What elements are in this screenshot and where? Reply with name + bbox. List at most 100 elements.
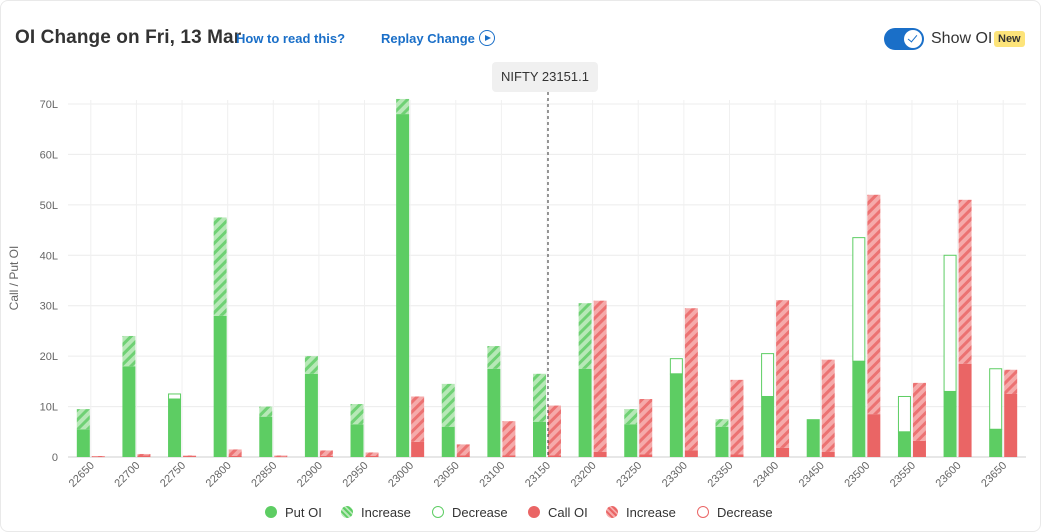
put-oi-bar	[761, 396, 775, 457]
x-tick-label: 23550	[888, 460, 918, 490]
call-increase-bar	[593, 300, 607, 452]
call-increase-bar	[684, 308, 698, 451]
call-increase-bar	[365, 452, 379, 456]
put-increase-bar	[533, 373, 546, 422]
put-increase-bar	[396, 98, 410, 115]
put-decrease-bar	[168, 393, 182, 400]
put-oi-bar	[624, 424, 638, 457]
put-increase-bar	[578, 303, 592, 369]
legend-call-decrease[interactable]: Decrease	[697, 502, 773, 522]
put-oi-bar	[122, 366, 136, 457]
put-oi-bar	[441, 426, 455, 457]
call-oi-bar	[912, 440, 926, 457]
x-tick-label: 23500	[842, 460, 872, 490]
call-increase-bar	[137, 453, 151, 456]
x-axis: 22650 22700 22750 22800 22850 22900 22950 23000…	[67, 460, 1009, 490]
put-oi-bar	[897, 431, 911, 457]
x-tick-label: 23050	[432, 460, 462, 490]
legend-put-decrease[interactable]: Decrease	[432, 502, 508, 522]
legend-call-oi[interactable]: Call OI	[528, 502, 588, 522]
x-tick-label: 22850	[249, 460, 279, 490]
put-increase-bar	[259, 406, 273, 417]
call-oi-bar	[228, 455, 242, 457]
put-oi-bar	[989, 429, 1003, 457]
x-tick-label: 23000	[386, 460, 416, 490]
legend-put-decrease-swatch	[432, 506, 444, 518]
put-oi-bar	[943, 391, 957, 457]
put-oi-bar	[396, 114, 410, 457]
x-tick-label: 22750	[158, 460, 188, 490]
put-oi-bar	[806, 419, 820, 457]
x-tick-label: 23100	[477, 460, 507, 490]
oi-change-chart: 0 10L 20L 30L 40L 50L 60L 70L Call / Put OI 226…	[7, 92, 1026, 490]
call-increase-bar	[319, 450, 333, 456]
call-oi-bar	[319, 455, 333, 457]
call-oi-bar	[183, 455, 197, 457]
show-oi-toggle[interactable]	[884, 28, 924, 50]
x-tick-label: 22900	[295, 460, 325, 490]
y-tick-label: 20L	[40, 351, 58, 363]
put-oi-bar	[715, 426, 729, 457]
x-tick-label: 23650	[979, 460, 1009, 490]
call-increase-bar	[502, 421, 516, 456]
spot-price-label: NIFTY 23151.1	[492, 62, 598, 92]
call-oi-bar	[730, 454, 744, 457]
legend-put-oi-label: Put OI	[285, 504, 322, 520]
y-tick-label: 60L	[40, 149, 58, 161]
chart-legend: Put OI Increase Decrease Call OI Increas…	[0, 502, 1041, 522]
how-to-read-link[interactable]: How to read this?	[236, 31, 346, 46]
y-tick-label: 40L	[40, 250, 58, 262]
put-decrease-bar	[669, 358, 683, 375]
x-tick-label: 23400	[751, 460, 781, 490]
put-increase-bar	[122, 335, 136, 367]
call-increase-bar	[228, 449, 242, 456]
call-oi-bar	[958, 363, 972, 457]
put-oi-bar	[669, 373, 683, 457]
call-oi-bar	[91, 456, 105, 458]
legend-call-increase-swatch	[606, 506, 618, 518]
put-decrease-bar	[989, 368, 1003, 430]
call-oi-bar	[411, 441, 425, 457]
legend-put-oi[interactable]: Put OI	[265, 502, 322, 522]
call-oi-bar	[684, 450, 698, 457]
call-oi-bar	[548, 455, 561, 457]
put-oi-bar	[76, 429, 90, 457]
legend-put-increase[interactable]: Increase	[341, 502, 411, 522]
legend-put-increase-label: Increase	[361, 504, 411, 520]
call-increase-bar	[91, 455, 105, 457]
put-increase-bar	[76, 409, 90, 430]
x-tick-label: 23600	[934, 460, 964, 490]
legend-call-decrease-swatch	[697, 506, 709, 518]
x-tick-label: 23450	[797, 460, 827, 490]
call-increase-bar	[548, 405, 561, 456]
play-circle-icon[interactable]	[479, 30, 495, 46]
replay-change-link[interactable]: Replay Change	[381, 31, 475, 46]
put-increase-bar	[624, 409, 638, 425]
put-oi-bar	[852, 361, 866, 457]
x-tick-label: 23350	[705, 460, 735, 490]
chart-bars	[76, 98, 1018, 458]
x-tick-label: 23150	[523, 460, 553, 490]
x-tick-label: 22700	[112, 460, 142, 490]
call-oi-bar	[776, 447, 790, 457]
legend-put-decrease-label: Decrease	[452, 504, 508, 520]
put-oi-bar	[487, 368, 501, 457]
put-increase-bar	[715, 419, 729, 427]
put-oi-bar	[259, 416, 273, 457]
put-increase-bar	[213, 217, 227, 316]
legend-put-increase-swatch	[341, 506, 353, 518]
legend-call-increase[interactable]: Increase	[606, 502, 676, 522]
legend-call-oi-label: Call OI	[548, 504, 588, 520]
call-increase-bar	[411, 396, 425, 442]
put-decrease-bar	[852, 237, 866, 362]
call-oi-bar	[639, 454, 653, 457]
put-oi-bar	[350, 424, 364, 457]
call-oi-bar	[502, 455, 516, 457]
x-tick-label: 23200	[569, 460, 599, 490]
chart-grid	[68, 100, 1026, 458]
call-oi-bar	[137, 455, 151, 457]
call-increase-bar	[821, 359, 835, 452]
y-tick-label: 0	[52, 452, 58, 464]
y-tick-label: 10L	[40, 402, 58, 414]
put-increase-bar	[441, 383, 455, 427]
